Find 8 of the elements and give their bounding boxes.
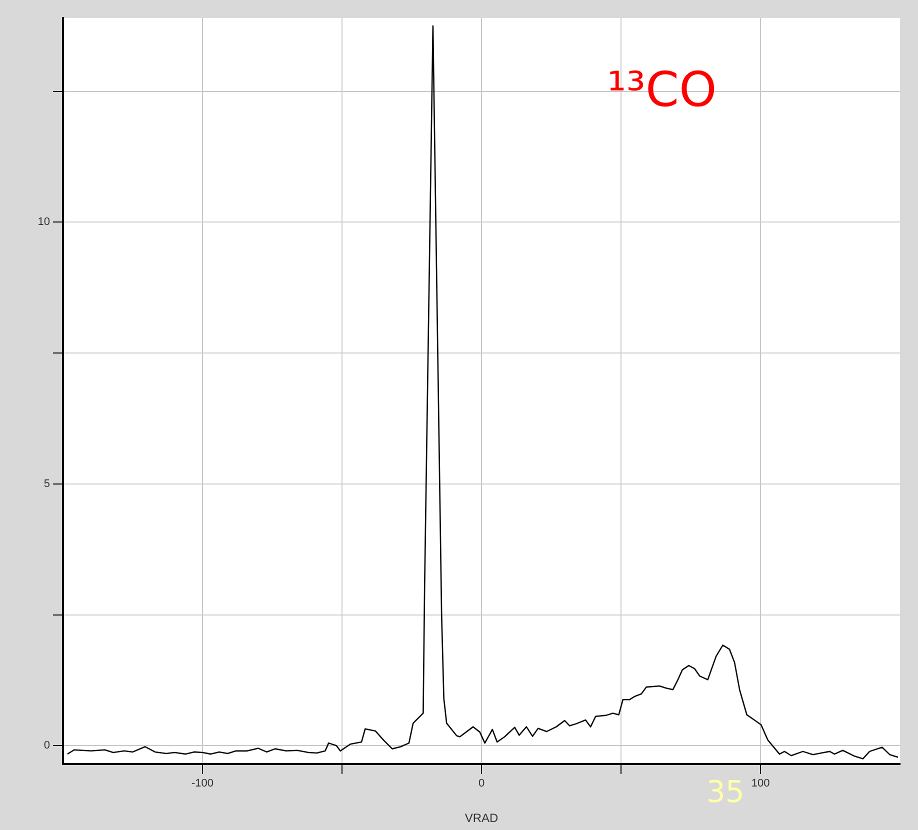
x-tick-label: 0 xyxy=(478,778,485,790)
x-tick-label: 100 xyxy=(751,778,770,790)
text: ¹³CO xyxy=(607,62,717,118)
x-axis-title: VRAD xyxy=(464,811,498,826)
y-tick-label: 10 xyxy=(38,216,50,228)
y-tick-label: 0 xyxy=(44,740,50,752)
x-tick-label: -100 xyxy=(191,778,214,790)
y-tick-label: 5 xyxy=(44,478,50,490)
